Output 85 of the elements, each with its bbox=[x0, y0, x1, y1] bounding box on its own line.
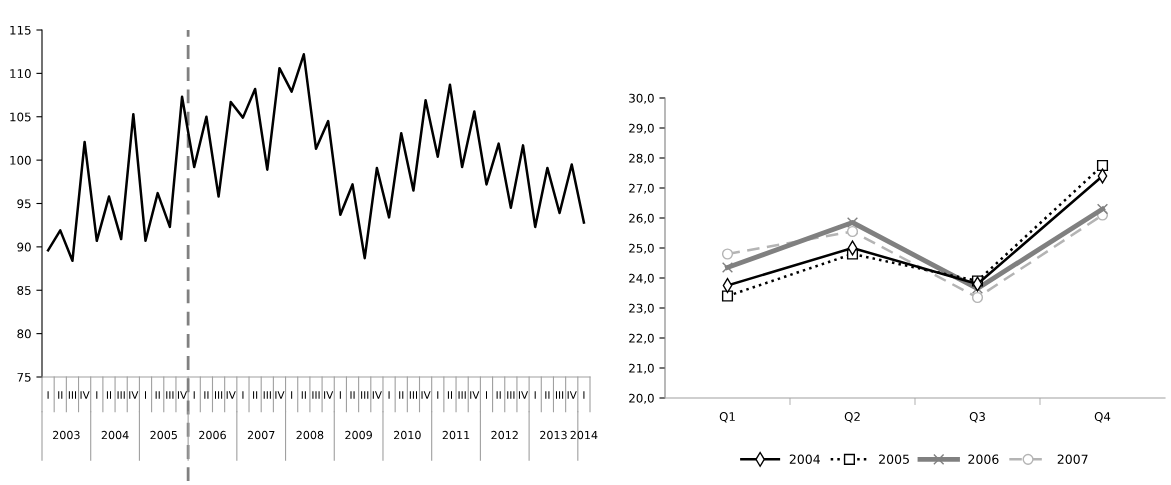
legend-label: 2005 bbox=[879, 454, 909, 464]
x-tick-label: II bbox=[58, 391, 63, 399]
x-tick-label: III bbox=[214, 391, 223, 399]
x-tick-label: II bbox=[399, 391, 404, 399]
x-tick-label: I bbox=[193, 391, 195, 399]
text: 2012 bbox=[491, 430, 518, 440]
x-tick-label: IV bbox=[518, 391, 529, 399]
legend-label: 2006 bbox=[968, 454, 999, 464]
x-tick-label: III bbox=[361, 391, 369, 399]
y-tick-label: 75 bbox=[17, 372, 31, 382]
x-tick-label: IV bbox=[129, 391, 139, 399]
x-tick-label: I bbox=[47, 391, 49, 399]
x-tick-label: I bbox=[145, 391, 147, 399]
legend-label: 2007 bbox=[1057, 454, 1088, 464]
text: 2011 bbox=[442, 430, 470, 440]
y-tick-label: 95 bbox=[17, 199, 31, 209]
x-tick-label: Q4 bbox=[1094, 412, 1111, 423]
x-tick-label: II bbox=[253, 391, 258, 399]
x-tick-label: IV bbox=[226, 391, 236, 399]
text: 2007 bbox=[247, 430, 275, 440]
text: 2014 bbox=[570, 430, 598, 440]
x-tick-label: IV bbox=[324, 391, 334, 399]
x-tick-label: Q1 bbox=[719, 412, 735, 423]
x-tick-label: II bbox=[447, 391, 452, 399]
x-tick-label: Q3 bbox=[969, 412, 985, 423]
x-tick-label: III bbox=[263, 391, 271, 399]
y-tick-label: 105 bbox=[10, 112, 31, 122]
y-tick-label: 22,0 bbox=[629, 333, 654, 344]
x-tick-label: III bbox=[68, 391, 77, 399]
x-tick-label: II bbox=[350, 391, 355, 399]
text: 2013 bbox=[540, 430, 567, 440]
y-tick-label: 30,0 bbox=[629, 93, 654, 104]
y-tick-label: 80 bbox=[17, 329, 31, 339]
text: 2008 bbox=[296, 430, 324, 440]
x-tick-label: I bbox=[534, 391, 536, 399]
x-tick-label: III bbox=[117, 391, 125, 399]
x-tick-label: I bbox=[242, 391, 244, 399]
x-tick-label: II bbox=[106, 391, 112, 399]
text: 2006 bbox=[199, 430, 226, 440]
y-tick-label: 26,0 bbox=[629, 213, 654, 224]
x-tick-label: I bbox=[437, 391, 439, 399]
x-tick-label: IV bbox=[421, 391, 431, 399]
y-tick-label: 27,0 bbox=[629, 183, 654, 194]
text: 2005 bbox=[150, 430, 177, 440]
x-tick-label: IV bbox=[372, 391, 382, 399]
x-tick-label: IV bbox=[567, 391, 577, 399]
y-tick-label: 115 bbox=[10, 25, 31, 35]
x-tick-label: III bbox=[409, 391, 418, 399]
text: 2009 bbox=[345, 430, 372, 440]
x-tick-label: IV bbox=[80, 391, 90, 399]
x-tick-label: IV bbox=[470, 391, 480, 399]
y-tick-label: 100 bbox=[10, 155, 31, 165]
x-tick-label: II bbox=[155, 391, 160, 399]
x-tick-label: III bbox=[555, 391, 564, 399]
x-tick-label: IV bbox=[275, 391, 285, 399]
x-tick-label: I bbox=[583, 391, 585, 399]
y-tick-label: 29,0 bbox=[629, 123, 654, 134]
y-tick-label: 28,0 bbox=[629, 153, 654, 164]
text: 2003 bbox=[53, 430, 80, 440]
x-tick-label: I bbox=[96, 391, 98, 399]
x-tick-label: II bbox=[496, 391, 501, 399]
y-tick-label: 90 bbox=[17, 242, 31, 252]
y-tick-label: 85 bbox=[17, 285, 31, 295]
x-tick-label: II bbox=[204, 391, 209, 399]
x-tick-label: I bbox=[291, 391, 293, 399]
x-tick-label: IV bbox=[177, 391, 188, 399]
x-tick-label: Q2 bbox=[844, 412, 860, 423]
text: 2010 bbox=[394, 430, 421, 440]
x-tick-label: III bbox=[507, 391, 515, 399]
x-tick-label: III bbox=[312, 391, 320, 399]
y-tick-label: 20,0 bbox=[629, 393, 654, 404]
y-tick-label: 110 bbox=[10, 69, 31, 79]
text: 2004 bbox=[101, 430, 129, 440]
x-tick-label: I bbox=[485, 391, 487, 399]
x-tick-label: III bbox=[458, 391, 466, 399]
x-tick-label: I bbox=[388, 391, 390, 399]
y-tick-label: 25,0 bbox=[629, 243, 654, 254]
y-tick-label: 21,0 bbox=[629, 363, 654, 374]
y-tick-label: 23,0 bbox=[629, 303, 654, 314]
y-tick-label: 24,0 bbox=[629, 273, 654, 284]
legend-label: 2004 bbox=[789, 454, 820, 464]
x-tick-label: III bbox=[166, 391, 174, 399]
x-tick-label: II bbox=[545, 391, 550, 399]
x-tick-label: II bbox=[301, 391, 306, 399]
x-tick-label: I bbox=[339, 391, 341, 399]
